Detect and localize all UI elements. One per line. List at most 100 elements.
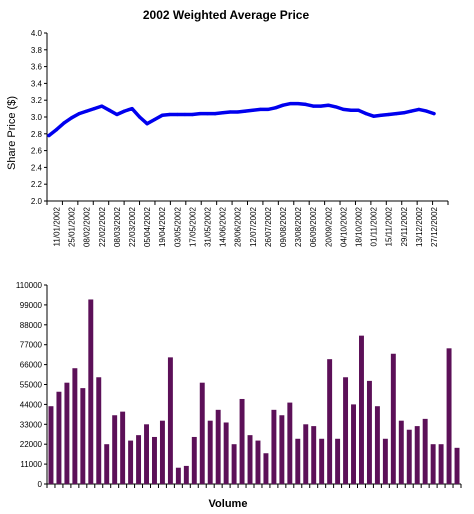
volume-bar bbox=[263, 453, 269, 484]
price-data-point bbox=[145, 122, 149, 126]
price-x-tick-label: 22/03/2002 bbox=[128, 206, 137, 247]
volume-bar bbox=[175, 467, 181, 484]
price-data-point bbox=[364, 112, 368, 116]
price-data-point bbox=[130, 107, 134, 111]
price-x-tick-label: 19/04/2002 bbox=[158, 206, 167, 247]
price-x-tick-label: 05/04/2002 bbox=[143, 206, 152, 247]
price-x-tick-label: 26/07/2002 bbox=[264, 206, 273, 247]
volume-bar bbox=[359, 335, 364, 484]
volume-chart-x-axis-label: Volume bbox=[209, 498, 248, 510]
volume-y-tick-label: 77000 bbox=[20, 341, 43, 350]
price-data-point bbox=[198, 112, 202, 116]
volume-bar bbox=[56, 391, 62, 484]
price-data-point bbox=[394, 112, 398, 116]
volume-bar bbox=[414, 426, 420, 484]
price-x-tick-label: 03/05/2002 bbox=[173, 206, 182, 247]
price-data-point bbox=[62, 121, 66, 125]
volume-bar bbox=[215, 409, 221, 484]
price-data-point bbox=[160, 113, 164, 117]
price-x-tick-label: 01/11/2002 bbox=[370, 206, 379, 246]
volume-y-tick-label: 99000 bbox=[20, 301, 43, 310]
price-x-ticks: 11/01/2002 25/01/2002 08/02/2002 22/02/2002… bbox=[46, 201, 449, 247]
volume-bars bbox=[48, 299, 460, 484]
price-data-point bbox=[205, 112, 210, 116]
volume-bar bbox=[343, 377, 349, 484]
price-data-point bbox=[236, 110, 240, 114]
price-data-point bbox=[409, 109, 413, 113]
price-chart-y-axis-label: Share Price ($) bbox=[6, 96, 18, 170]
volume-bar-chart: 0 11000 22000 33000 44000 55000 66000 77000 8800… bbox=[16, 281, 462, 510]
volume-bar bbox=[422, 418, 428, 484]
price-data-point bbox=[122, 109, 127, 113]
volume-bar bbox=[390, 353, 396, 484]
price-data-point bbox=[319, 104, 323, 108]
price-data-point bbox=[281, 103, 285, 107]
price-y-tick-label: 2.8 bbox=[31, 130, 43, 139]
price-y-tick-label: 3.4 bbox=[31, 79, 43, 88]
price-data-point bbox=[258, 107, 262, 112]
volume-bar bbox=[223, 422, 229, 484]
volume-bar bbox=[382, 438, 388, 484]
volume-bar bbox=[199, 382, 205, 484]
price-x-tick-label: 13/12/2002 bbox=[415, 206, 424, 247]
price-data-point bbox=[85, 109, 89, 113]
price-data-point bbox=[77, 112, 81, 116]
price-data-point bbox=[288, 101, 293, 106]
price-data-point bbox=[47, 133, 51, 138]
price-line-chart: 2002 Weighted Average Price Share Price … bbox=[6, 8, 449, 247]
price-y-tick-label: 2.6 bbox=[31, 147, 43, 156]
volume-bar bbox=[430, 444, 436, 484]
volume-bar bbox=[454, 447, 460, 484]
volume-bar bbox=[351, 404, 356, 484]
price-x-tick-label: 29/11/2002 bbox=[400, 206, 409, 246]
volume-bar bbox=[398, 420, 404, 484]
volume-bar bbox=[104, 444, 110, 484]
volume-bar bbox=[167, 357, 173, 484]
price-y-ticks: 2.0 2.2 2.4 2.6 2.8 3.0 3.2 3.4 3.6 3.8 4.0 bbox=[31, 29, 47, 206]
volume-bar bbox=[183, 465, 189, 484]
price-data-point bbox=[356, 108, 361, 112]
volume-y-ticks: 0 11000 22000 33000 44000 55000 66000 77000 8800… bbox=[16, 281, 47, 489]
volume-y-tick-label: 110000 bbox=[16, 281, 43, 290]
volume-y-tick-label: 11000 bbox=[20, 460, 42, 469]
price-x-tick-label: 31/05/2002 bbox=[204, 206, 213, 247]
price-data-point bbox=[228, 110, 232, 114]
price-data-point bbox=[341, 107, 346, 112]
price-y-tick-label: 2.2 bbox=[31, 180, 43, 189]
price-x-tick-label: 09/08/2002 bbox=[279, 206, 288, 247]
price-data-point bbox=[326, 103, 330, 107]
price-x-tick-label: 08/02/2002 bbox=[83, 206, 92, 247]
price-y-tick-label: 3.6 bbox=[31, 63, 43, 72]
price-data-point bbox=[107, 108, 111, 112]
price-data-point bbox=[115, 112, 119, 117]
volume-bar bbox=[231, 444, 237, 484]
price-data-point bbox=[168, 112, 172, 117]
volume-bar bbox=[374, 406, 380, 484]
price-data-point bbox=[432, 112, 436, 116]
volume-bar bbox=[159, 420, 165, 484]
volume-bar bbox=[96, 377, 102, 484]
price-x-tick-label: 18/10/2002 bbox=[355, 206, 364, 247]
price-data-point bbox=[266, 107, 270, 112]
price-y-tick-label: 2.0 bbox=[31, 197, 43, 206]
price-data-point bbox=[153, 117, 157, 122]
price-chart-title: 2002 Weighted Average Price bbox=[143, 8, 310, 22]
volume-bar bbox=[72, 368, 78, 484]
price-data-point bbox=[70, 116, 74, 120]
price-data-point bbox=[304, 102, 308, 106]
volume-bar bbox=[366, 380, 372, 484]
volume-bar bbox=[128, 440, 134, 484]
price-y-tick-label: 3.0 bbox=[31, 113, 43, 122]
price-data-point bbox=[334, 105, 338, 109]
volume-bar bbox=[287, 402, 293, 484]
volume-bar bbox=[279, 415, 285, 484]
price-data-point bbox=[213, 112, 217, 116]
volume-bar bbox=[80, 388, 86, 484]
volume-bar bbox=[144, 424, 149, 484]
volume-bar bbox=[120, 411, 126, 484]
price-data-point bbox=[243, 109, 247, 113]
price-data-point bbox=[296, 101, 300, 106]
price-y-tick-label: 3.2 bbox=[31, 96, 43, 105]
price-series bbox=[47, 101, 436, 138]
